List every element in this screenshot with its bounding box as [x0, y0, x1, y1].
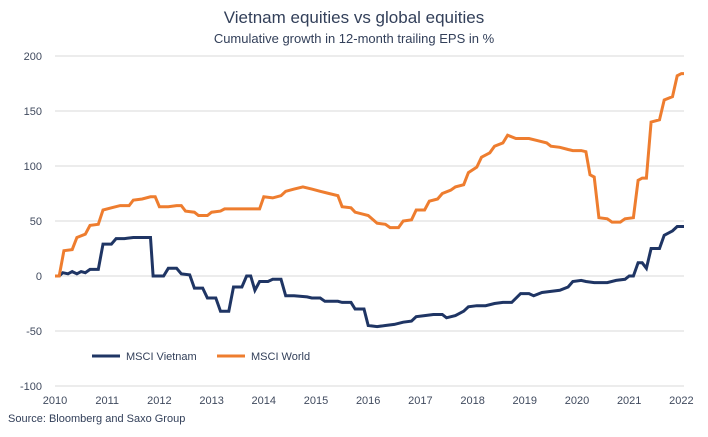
legend-label-msci-world: MSCI World [251, 351, 310, 363]
x-tick-label: 2011 [95, 395, 119, 407]
y-tick-label: -100 [20, 381, 42, 393]
series-lines [55, 72, 684, 329]
y-axis-tick-labels: 200 150 100 50 0 -50 -100 [20, 51, 42, 393]
x-tick-label: 2014 [252, 395, 276, 407]
x-tick-label: 2015 [304, 395, 328, 407]
y-tick-label: 150 [24, 106, 42, 118]
x-tick-label: 2020 [565, 395, 589, 407]
legend: MSCI Vietnam MSCI World [92, 351, 310, 363]
x-axis-tick-labels: 2010 2011 2012 2013 2014 2015 2016 2017 2018 2019… [43, 395, 694, 407]
chart-subtitle: Cumulative growth in 12-month trailing E… [213, 31, 495, 46]
series-line-msci-vietnam [55, 225, 684, 329]
gridlines [55, 55, 684, 387]
x-tick-label: 2010 [43, 395, 67, 407]
series-line-msci-world [55, 72, 684, 278]
y-tick-label: 100 [24, 161, 42, 173]
x-tick-label: 2016 [356, 395, 380, 407]
x-tick-label: 2012 [147, 395, 171, 407]
y-tick-label: 0 [36, 271, 42, 283]
y-tick-label: 50 [30, 216, 42, 228]
legend-label-msci-vietnam: MSCI Vietnam [126, 351, 197, 363]
x-tick-label: 2022 [669, 395, 693, 407]
y-tick-label: -50 [26, 326, 42, 338]
y-tick-label: 200 [24, 51, 42, 63]
source-note: Source: Bloomberg and Saxo Group [8, 413, 186, 425]
x-tick-label: 2021 [617, 395, 641, 407]
x-tick-label: 2017 [408, 395, 432, 407]
x-tick-label: 2013 [199, 395, 223, 407]
chart-title: Vietnam equities vs global equities [223, 8, 485, 27]
x-tick-label: 2018 [460, 395, 484, 407]
x-tick-label: 2019 [513, 395, 537, 407]
